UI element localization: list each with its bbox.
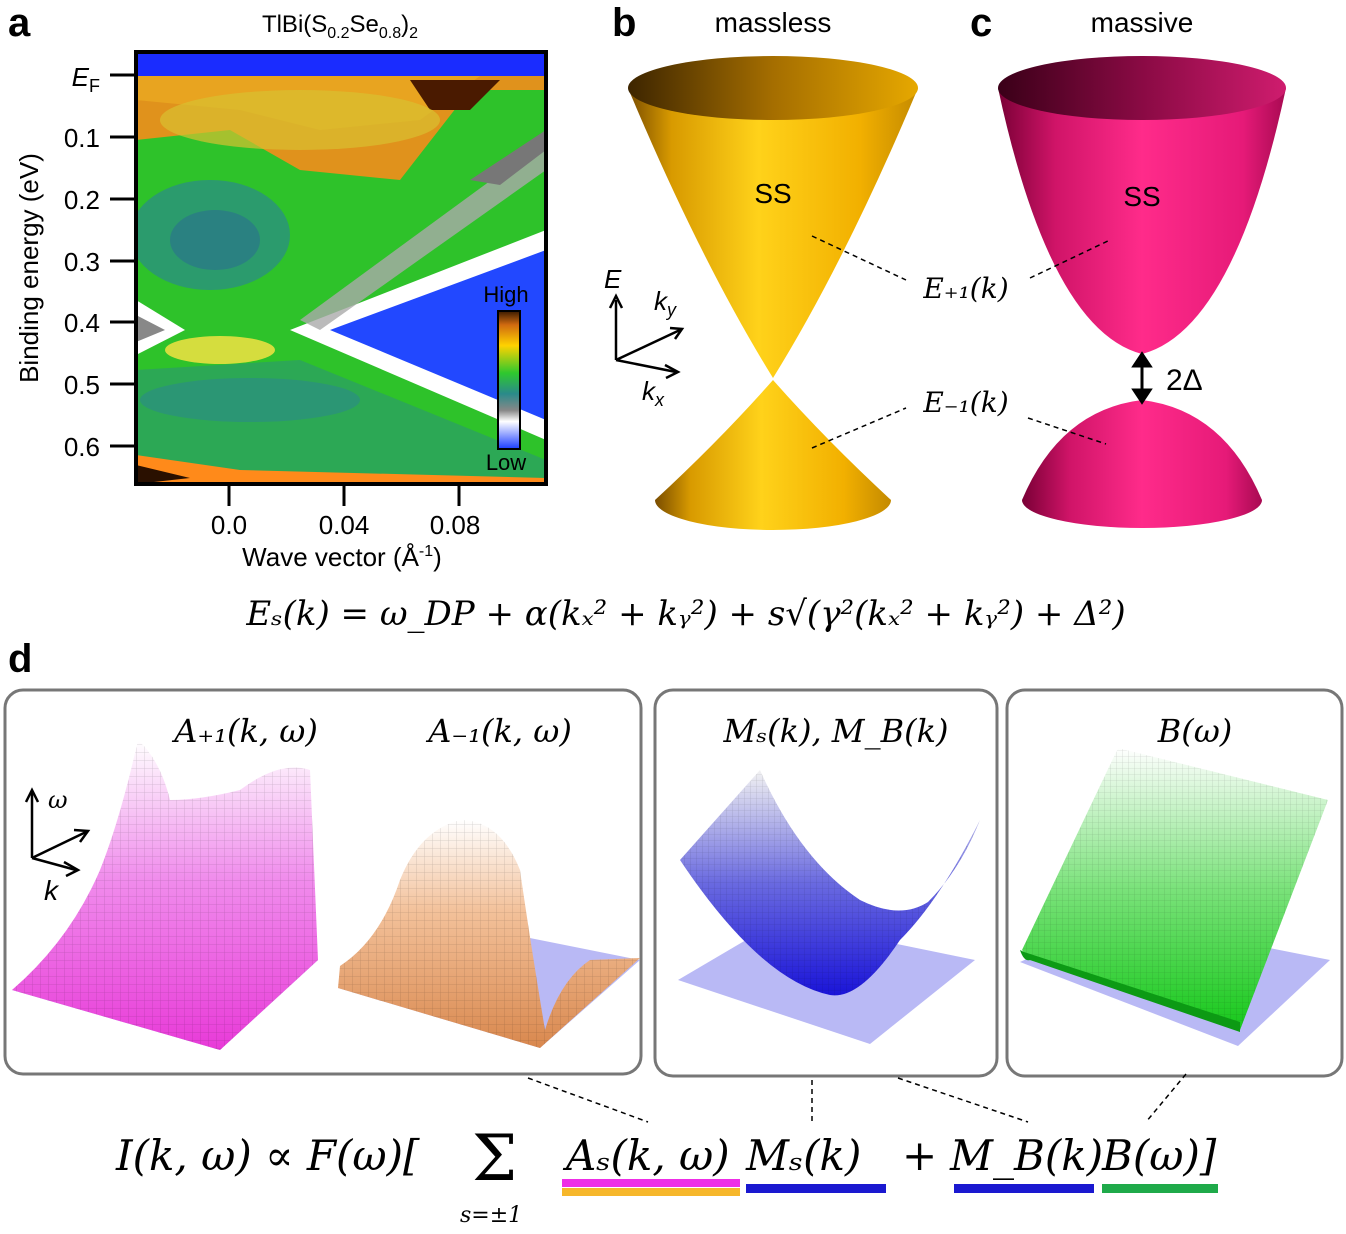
colorbar-low-label: Low [486, 450, 526, 475]
a-minus-label: A₋₁(k, ω) [425, 712, 572, 750]
eq-lhs: I(k, ω) ∝ F(ω)[ [115, 1131, 420, 1180]
axis-e-label: E [604, 264, 622, 294]
y-tick-label: 0.5 [64, 370, 100, 400]
panel-b: b massless SS E ky kx [604, 1, 918, 530]
x-tick-labels: 0.0 0.04 0.08 [211, 510, 480, 540]
equation-connectors [527, 1073, 1187, 1123]
band-leaders [811, 235, 1111, 449]
eq-plus: + [902, 1131, 937, 1180]
y-tick-label: 0.6 [64, 432, 100, 462]
dispersion-equation: Eₛ(k) = ω_DP + α(kₓ² + kᵧ²) + s√(γ²(kₓ² … [245, 594, 1125, 634]
term-underlines [562, 1179, 1218, 1196]
eq-sum-sub: s=±1 [460, 1203, 522, 1228]
panel-d: d A₊₁(k, ω) A₋₁(k, ω) ω k [3, 637, 1344, 1078]
massive-cone [998, 56, 1286, 528]
x-axis [227, 484, 461, 506]
panel-b-title: massless [715, 7, 832, 38]
lower-band-label: E₋₁(k) [922, 386, 1008, 419]
x-tick-label: 0.04 [319, 510, 370, 540]
panel-d-letter: d [8, 637, 32, 681]
a-minus-surface [338, 820, 640, 1048]
panel-c-letter: c [970, 1, 992, 45]
panel-c-ss-label: SS [1123, 181, 1160, 212]
eq-term-ms: Mₛ(k) [745, 1131, 861, 1180]
eq-sum: Σ [472, 1122, 517, 1196]
y-tick-label: 0.3 [64, 247, 100, 277]
y-tick-label: 0.1 [64, 123, 100, 153]
gap-label: 2Δ [1166, 364, 1203, 397]
axes-icon [608, 293, 685, 380]
x-axis-label: Wave vector (Å-1) [242, 542, 442, 572]
y-axis [110, 73, 136, 448]
panel-b-ss-label: SS [754, 178, 791, 209]
panel-c-title: massive [1091, 7, 1194, 38]
y-axis-label: Binding energy (eV) [14, 153, 44, 383]
y-tick-label: 0.2 [64, 185, 100, 215]
massless-cone [628, 56, 918, 530]
arpes-frame [134, 50, 548, 486]
underline-blue-mb [954, 1184, 1094, 1193]
background-label: B(ω) [1157, 712, 1233, 750]
gap-arrow [1131, 351, 1153, 405]
omega-axis-label: ω [48, 786, 68, 814]
colorbar: High Low [483, 282, 528, 475]
a-plus-surface [12, 740, 318, 1050]
eq-term-b: B(ω)] [1101, 1131, 1217, 1180]
arpes-intensity-map [136, 52, 546, 484]
a-plus-label: A₊₁(k, ω) [171, 712, 318, 750]
y-tick-label: 0.4 [64, 308, 100, 338]
panel-a-letter: a [8, 1, 31, 45]
y-tick-labels: 0.1 0.2 0.3 0.4 0.5 0.6 [64, 123, 100, 462]
x-tick-label: 0.0 [211, 510, 247, 540]
x-tick-label: 0.08 [430, 510, 481, 540]
background-surface [1020, 748, 1330, 1046]
colorbar-high-label: High [483, 282, 528, 307]
eq-term-mb: M_B(k) [949, 1131, 1103, 1180]
k-axis-label: k [44, 875, 60, 906]
panel-a: a TlBi(S0.2Se0.8)2 [8, 1, 548, 572]
underline-orange [562, 1188, 740, 1196]
panel-a-title: TlBi(S0.2Se0.8)2 [262, 11, 418, 42]
axis-ky-label: ky [654, 286, 677, 320]
underline-blue-ms [746, 1184, 886, 1193]
intensity-equation: I(k, ω) ∝ F(ω)[ Σ s=±1 Aₛ(k, ω) Mₛ(k) + … [115, 1122, 1217, 1228]
underline-magenta [562, 1179, 740, 1187]
panel-b-letter: b [612, 1, 636, 45]
matrix-element-label: Mₛ(k), M_B(k) [723, 712, 949, 750]
ef-tick-label: EF [72, 62, 100, 96]
panel-c: c massive SS 2Δ [970, 1, 1286, 528]
matrix-element-surface [678, 770, 980, 1044]
eq-term-a: Aₛ(k, ω) [562, 1131, 730, 1180]
underline-green [1102, 1184, 1218, 1193]
omega-k-axes [24, 787, 91, 878]
axis-kx-label: kx [642, 376, 665, 410]
upper-band-label: E₊₁(k) [922, 272, 1008, 305]
